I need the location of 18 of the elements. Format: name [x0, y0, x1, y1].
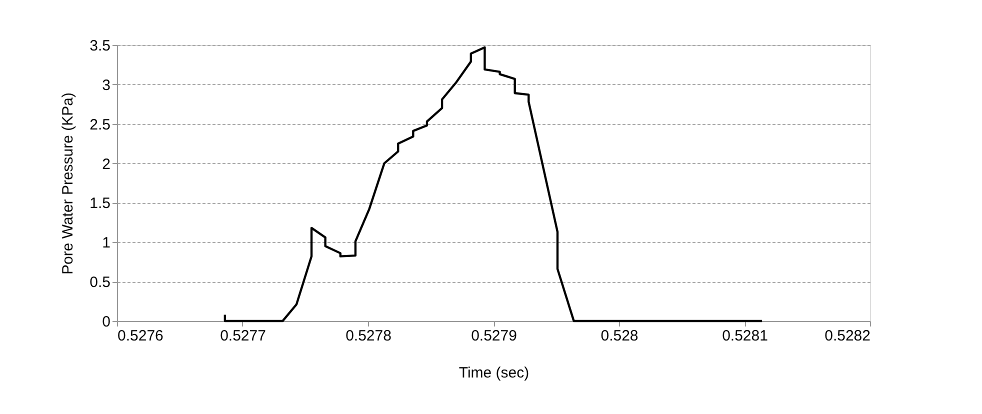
y-tick-label: 1.5 — [90, 195, 110, 212]
x-tick-label: 0.5279 — [471, 328, 517, 344]
line-series — [224, 46, 764, 322]
x-tick-label: 0.528 — [600, 328, 638, 344]
y-tick-label: 2 — [102, 156, 110, 173]
x-tick-label: 0.5276 — [118, 328, 164, 344]
y-tick-label: 2.5 — [90, 116, 110, 134]
y-tick-label: 3 — [102, 76, 110, 94]
y-tick-label: 3.5 — [90, 38, 110, 54]
x-tick-label: 0.5278 — [346, 328, 392, 344]
x-tick-label: 0.5277 — [220, 328, 266, 344]
y-tick-label: 0 — [102, 314, 110, 330]
y-tick-label: 1 — [102, 234, 110, 252]
y-axis-title: Pore Water Pressure (KPa) — [60, 92, 77, 274]
x-tick-label: 0.5281 — [722, 328, 768, 344]
x-axis-title: Time (sec) — [458, 364, 530, 382]
y-tick-label: 0.5 — [90, 274, 110, 292]
x-tick-label: 0.5282 — [824, 328, 870, 344]
